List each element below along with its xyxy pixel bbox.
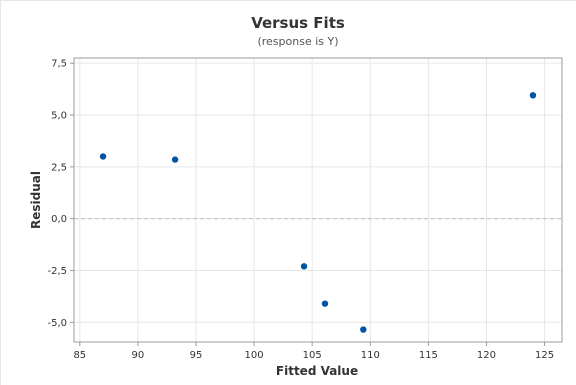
x-tick-label: 85 (73, 350, 86, 361)
y-tick-label: 2,5 (51, 162, 67, 173)
data-point (171, 156, 179, 163)
y-tick-label: 5,0 (51, 111, 67, 122)
x-tick-label: 110 (361, 350, 380, 361)
x-tick-label: 95 (190, 350, 203, 361)
y-tick-label: 7,5 (51, 59, 67, 70)
y-tick-label: 0,0 (51, 214, 67, 225)
data-point (99, 153, 107, 160)
x-tick-label: 105 (303, 350, 322, 361)
y-axis-label: Residual (29, 171, 43, 229)
chart-title: Versus Fits (251, 14, 345, 32)
data-point (321, 300, 329, 307)
axis-ticks: 85 90 95 100 105 110 115 120 125 7,5 5,0 2,5 0,0 -2,5… (47, 59, 554, 361)
chart-subtitle: (response is Y) (257, 35, 338, 48)
data-point (360, 326, 367, 333)
x-axis-label: Fitted Value (276, 364, 358, 378)
plot-frame (73, 57, 563, 343)
data-point (300, 263, 308, 270)
x-tick-label: 90 (132, 350, 145, 361)
x-tick-label: 115 (419, 350, 438, 361)
x-tick-label: 100 (245, 350, 264, 361)
x-tick-label: 120 (477, 350, 496, 361)
data-points (99, 92, 537, 333)
y-tick-label: -2,5 (47, 266, 67, 277)
x-tick-label: 125 (535, 350, 554, 361)
data-point (529, 92, 537, 99)
y-tick-label: -5,0 (47, 318, 67, 329)
grid-lines (74, 58, 562, 342)
